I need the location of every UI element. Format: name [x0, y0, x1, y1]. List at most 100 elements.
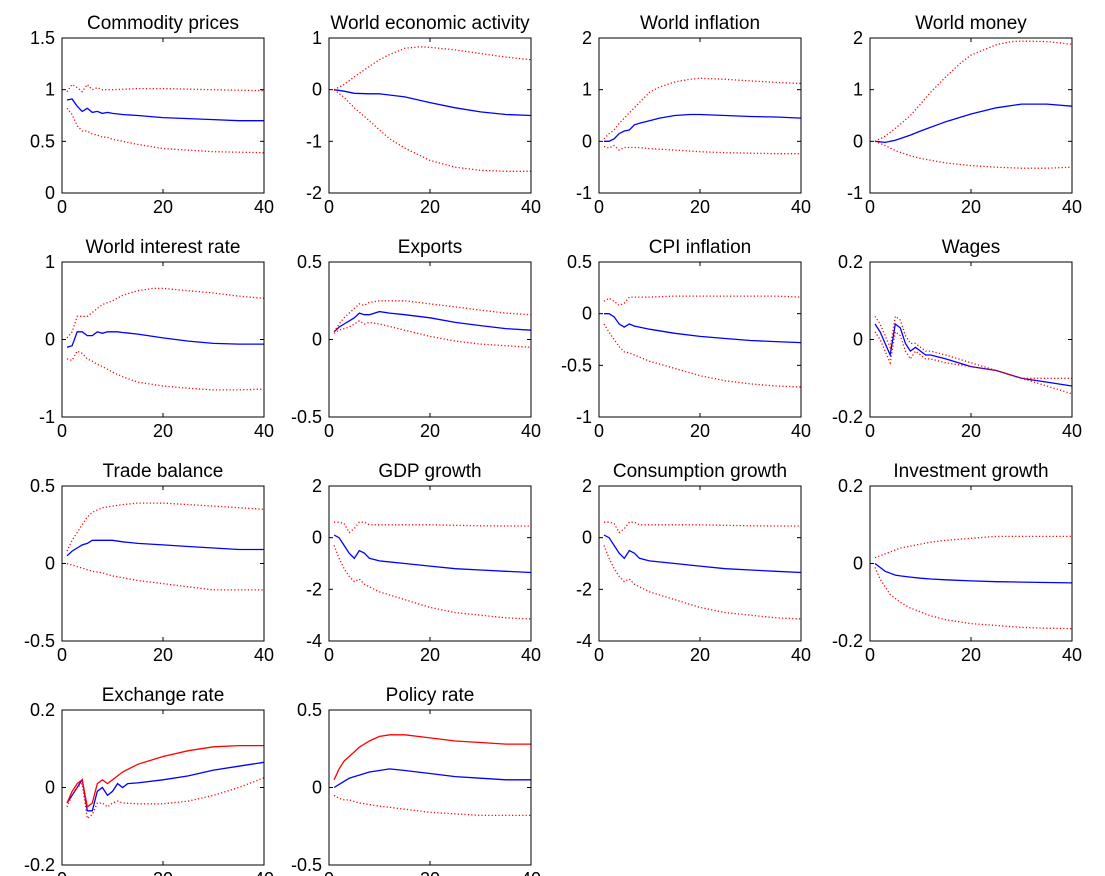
y-tick-label: -1 [576, 407, 592, 427]
y-tick-label: 0 [582, 131, 592, 151]
y-tick-label: -1 [847, 183, 863, 203]
y-tick-label: -1 [576, 183, 592, 203]
series-median-line [333, 768, 531, 789]
y-tick-label: -0.2 [832, 631, 863, 651]
series-upper-line [603, 295, 801, 307]
axes-frame [328, 485, 532, 642]
series-lower-line [333, 794, 531, 817]
y-tick-label: -1 [39, 407, 55, 427]
series-upper-line [603, 77, 801, 140]
y-tick-label: 0 [582, 304, 592, 324]
y-tick-label: 0.2 [838, 252, 863, 272]
series-median-line [874, 322, 1072, 387]
series-median-line [604, 313, 801, 344]
series-lower-line [333, 320, 531, 348]
x-tick-label: 20 [961, 645, 981, 665]
panel-title: Policy rate [386, 685, 475, 706]
y-tick-label: -4 [576, 631, 592, 651]
x-tick-label: 40 [254, 197, 274, 217]
x-tick-label: 40 [791, 197, 811, 217]
series-median-line [334, 89, 531, 117]
panel-consumption-growth: Consumption growth 0 20 40 -4 -2 0 2 [576, 461, 811, 665]
x-tick-label: 0 [594, 421, 604, 441]
series-median-line [66, 98, 264, 122]
axes-frame [61, 485, 265, 642]
series-upper-line [874, 40, 1072, 142]
series-median-line [66, 539, 264, 557]
series-lower-line [603, 144, 801, 155]
series-median-line [333, 534, 531, 574]
series-upper-line [874, 315, 1072, 379]
series-lower-line [333, 89, 531, 172]
x-tick-label: 0 [57, 645, 67, 665]
y-tick-label: -0.5 [291, 407, 322, 427]
series-upper-line [333, 734, 531, 781]
series-median-line [603, 534, 801, 574]
series-median-line [604, 113, 801, 142]
series-lower-line [874, 567, 1072, 630]
axes-frame [869, 261, 1073, 418]
series-upper-line [333, 300, 531, 333]
series-median-line [333, 310, 531, 333]
x-tick-label: 20 [961, 421, 981, 441]
x-tick-label: 20 [961, 197, 981, 217]
series-lower-line [874, 140, 1072, 169]
y-tick-label: -0.2 [832, 407, 863, 427]
y-tick-label: 0 [312, 528, 322, 548]
y-tick-label: -0.5 [24, 631, 55, 651]
x-tick-label: 40 [254, 421, 274, 441]
y-tick-label: 0 [312, 330, 322, 350]
x-tick-label: 40 [521, 869, 541, 876]
x-tick-label: 20 [690, 197, 710, 217]
panel-title: Commodity prices [87, 13, 239, 34]
y-tick-label: 1 [582, 80, 592, 100]
x-tick-label: 20 [690, 421, 710, 441]
y-tick-label: 0.5 [297, 252, 322, 272]
x-tick-label: 40 [1062, 421, 1082, 441]
y-tick-label: 0.5 [30, 131, 55, 151]
series-upper-line [66, 502, 264, 552]
y-tick-label: -2 [306, 183, 322, 203]
x-tick-label: 40 [254, 645, 274, 665]
y-tick-label: 1 [312, 28, 322, 48]
panel-title: CPI inflation [649, 237, 751, 258]
panel-title: World economic activity [330, 13, 530, 34]
y-tick-label: 0 [45, 330, 55, 350]
y-tick-label: 0 [45, 554, 55, 574]
series-lower-line [66, 350, 264, 391]
x-tick-label: 40 [254, 869, 274, 876]
y-tick-label: 0.5 [297, 700, 322, 720]
series-upper-line [66, 83, 264, 93]
y-tick-label: 1 [45, 252, 55, 272]
x-tick-label: 0 [57, 421, 67, 441]
axes-frame [598, 37, 802, 194]
x-tick-label: 40 [521, 645, 541, 665]
y-tick-label: -0.5 [291, 855, 322, 875]
panel-title: Exports [398, 237, 462, 258]
series-upper-line [66, 744, 264, 809]
y-tick-label: 2 [582, 28, 592, 48]
x-tick-label: 0 [57, 197, 67, 217]
x-tick-label: 0 [324, 197, 334, 217]
panel-title: GDP growth [378, 461, 481, 482]
series-lower-line [333, 545, 531, 620]
series-median-line [874, 562, 1072, 584]
y-tick-label: 1 [853, 80, 863, 100]
x-tick-label: 20 [153, 421, 173, 441]
y-tick-label: -0.2 [24, 855, 55, 875]
axes-frame [61, 261, 265, 418]
y-tick-label: -2 [576, 579, 592, 599]
y-tick-label: 1.5 [30, 28, 55, 48]
axes-frame [328, 709, 532, 866]
series-lower-line [66, 777, 264, 820]
panel-title: World money [915, 13, 1027, 34]
x-tick-label: 20 [153, 197, 173, 217]
x-tick-label: 0 [594, 645, 604, 665]
series-upper-line [334, 521, 531, 534]
panel-title: World interest rate [86, 237, 241, 258]
